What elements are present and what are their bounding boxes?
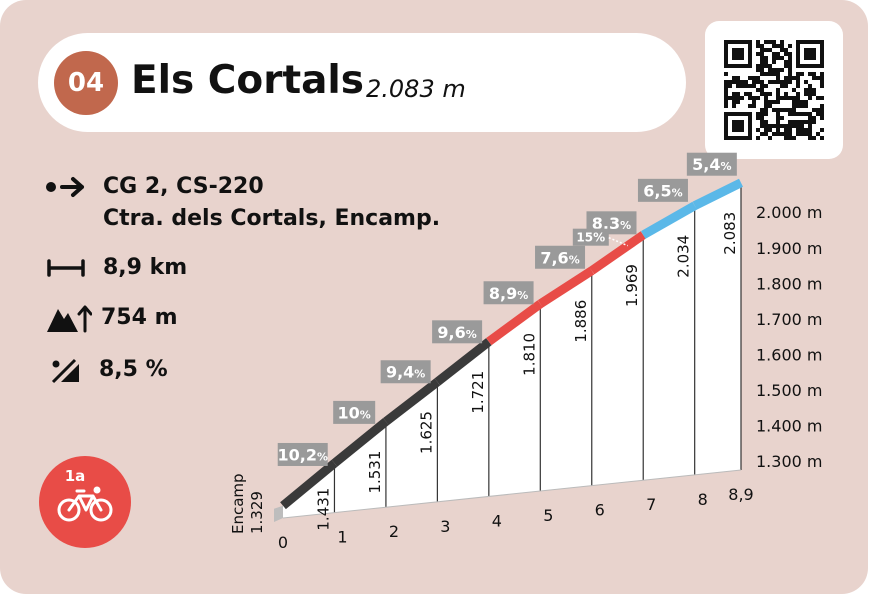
gradient-label: 7,6% (540, 248, 579, 267)
x-tick-label: 0 (278, 533, 288, 552)
x-tick-label: 8,9 (728, 485, 753, 504)
profile-segment (280, 459, 338, 510)
title-banner (38, 33, 686, 132)
x-tick-label: 1 (337, 528, 347, 547)
avg-gradient-value: 8,5 % (99, 357, 168, 382)
altitude-label: 1.431 (314, 488, 332, 531)
climb-title: Els Cortals (131, 58, 364, 103)
gradient-label-box (535, 245, 586, 269)
x-tick-label: 4 (492, 511, 502, 530)
altitude-label: 1.886 (572, 300, 590, 343)
gradient-label: 9,4% (386, 363, 425, 382)
altitude-label: 1.969 (623, 264, 641, 307)
bicycle-icon (57, 486, 113, 522)
x-tick-label: 2 (389, 522, 399, 541)
profile-area (283, 182, 741, 518)
profile-segment (434, 338, 492, 386)
altitude-label: 1.625 (417, 411, 435, 454)
start-road: Ctra. dels Cortals, Encamp. (103, 206, 441, 231)
gradient-icon (51, 358, 79, 384)
category-label: 1a (64, 467, 86, 485)
gradient-label: 6,5% (643, 181, 682, 200)
profile-segment (383, 378, 441, 426)
gradient-label-box (432, 320, 483, 344)
profile-segment (331, 418, 389, 467)
start-altitude-label: 1.329 (248, 491, 266, 534)
x-tick-label: 7 (646, 495, 656, 514)
gradient-label-box (333, 400, 376, 424)
profile-side (274, 505, 283, 522)
arrow-right-icon (46, 177, 84, 197)
gradient-label-box (586, 211, 637, 235)
profile-segment (537, 266, 595, 308)
altitude-label: 1.721 (469, 371, 487, 414)
gradient-label: 9,6% (437, 323, 476, 342)
gradient-label: 8,9% (489, 284, 528, 303)
max-gradient-leader (608, 236, 629, 247)
x-tick-label: 3 (440, 517, 450, 536)
profile-segment (692, 178, 743, 210)
x-axis-line (282, 469, 742, 519)
gradient-label: 8,3% (592, 214, 631, 233)
profile-segment (640, 201, 697, 239)
qr-code-icon[interactable] (724, 40, 824, 140)
y-tick-label: 2.000 m (756, 203, 822, 222)
gradient-label: 5,4% (692, 155, 731, 174)
gradient-label-box (380, 360, 431, 384)
profile-segment (486, 300, 543, 346)
start-name-label: Encamp (229, 473, 247, 534)
altitude-label: 2.083 (721, 212, 739, 255)
gradient-label: 10% (338, 403, 371, 422)
climb-number-badge: 04 (54, 51, 118, 115)
gradient-label-box (637, 178, 688, 202)
y-tick-label: 1.700 m (756, 310, 822, 329)
gradient-label: 10,2% (277, 445, 328, 464)
gradient-label-box (483, 281, 534, 305)
y-tick-label: 1.800 m (756, 274, 822, 293)
max-gradient-box (572, 228, 609, 246)
category-badge: 1a (39, 456, 131, 548)
summit-altitude: 2.083 m (366, 75, 466, 103)
x-tick-label: 8 (698, 490, 708, 509)
x-tick-label: 6 (595, 501, 605, 520)
elevation-gain-value: 754 m (101, 305, 178, 330)
y-tick-label: 1.900 m (756, 239, 822, 258)
y-tick-label: 1.600 m (756, 345, 822, 364)
y-tick-label: 1.400 m (756, 416, 822, 435)
mountain-icon (47, 305, 92, 333)
x-tick-label: 5 (543, 506, 553, 525)
profile-segment (589, 231, 646, 275)
altitude-label: 2.034 (675, 235, 693, 278)
start-location: CG 2, CS-220 (103, 174, 264, 199)
altitude-label: 1.810 (520, 333, 538, 376)
gradient-label-box (686, 152, 737, 176)
y-tick-label: 1.500 m (756, 381, 822, 400)
y-tick-label: 1.300 m (756, 452, 822, 471)
gradient-label-box (277, 442, 328, 466)
altitude-label: 1.531 (366, 451, 384, 494)
max-gradient-label: 15% (576, 231, 605, 245)
distance-icon (47, 259, 85, 277)
distance-value: 8,9 km (103, 255, 188, 280)
qr-code-box[interactable] (705, 21, 843, 159)
